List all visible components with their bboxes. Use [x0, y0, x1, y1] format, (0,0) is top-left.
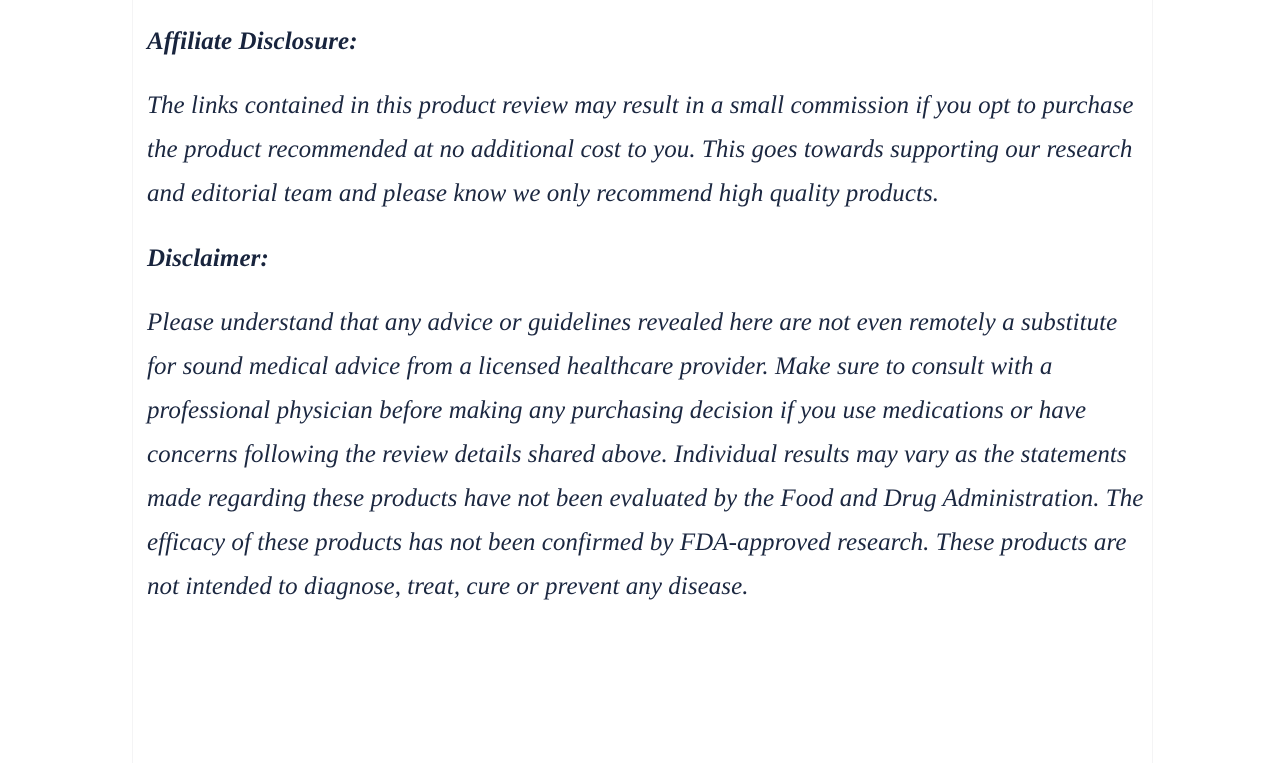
spacer	[147, 276, 1150, 301]
disclaimer-heading: Disclaimer:	[147, 244, 269, 272]
disclaimer-paragraph: Please understand that any advice or gui…	[147, 308, 1144, 600]
content-inner: Affiliate Disclosure: The links containe…	[147, 0, 1150, 609]
spacer	[147, 59, 1150, 84]
affiliate-disclosure-paragraph: The links contained in this product revi…	[147, 91, 1134, 207]
content-column: Affiliate Disclosure: The links containe…	[132, 0, 1153, 763]
affiliate-disclosure-section: Affiliate Disclosure:	[147, 0, 1150, 59]
disclaimer-section: Disclaimer:	[147, 242, 1150, 276]
spacer	[147, 216, 1150, 242]
affiliate-disclosure-heading: Affiliate Disclosure:	[147, 28, 358, 55]
